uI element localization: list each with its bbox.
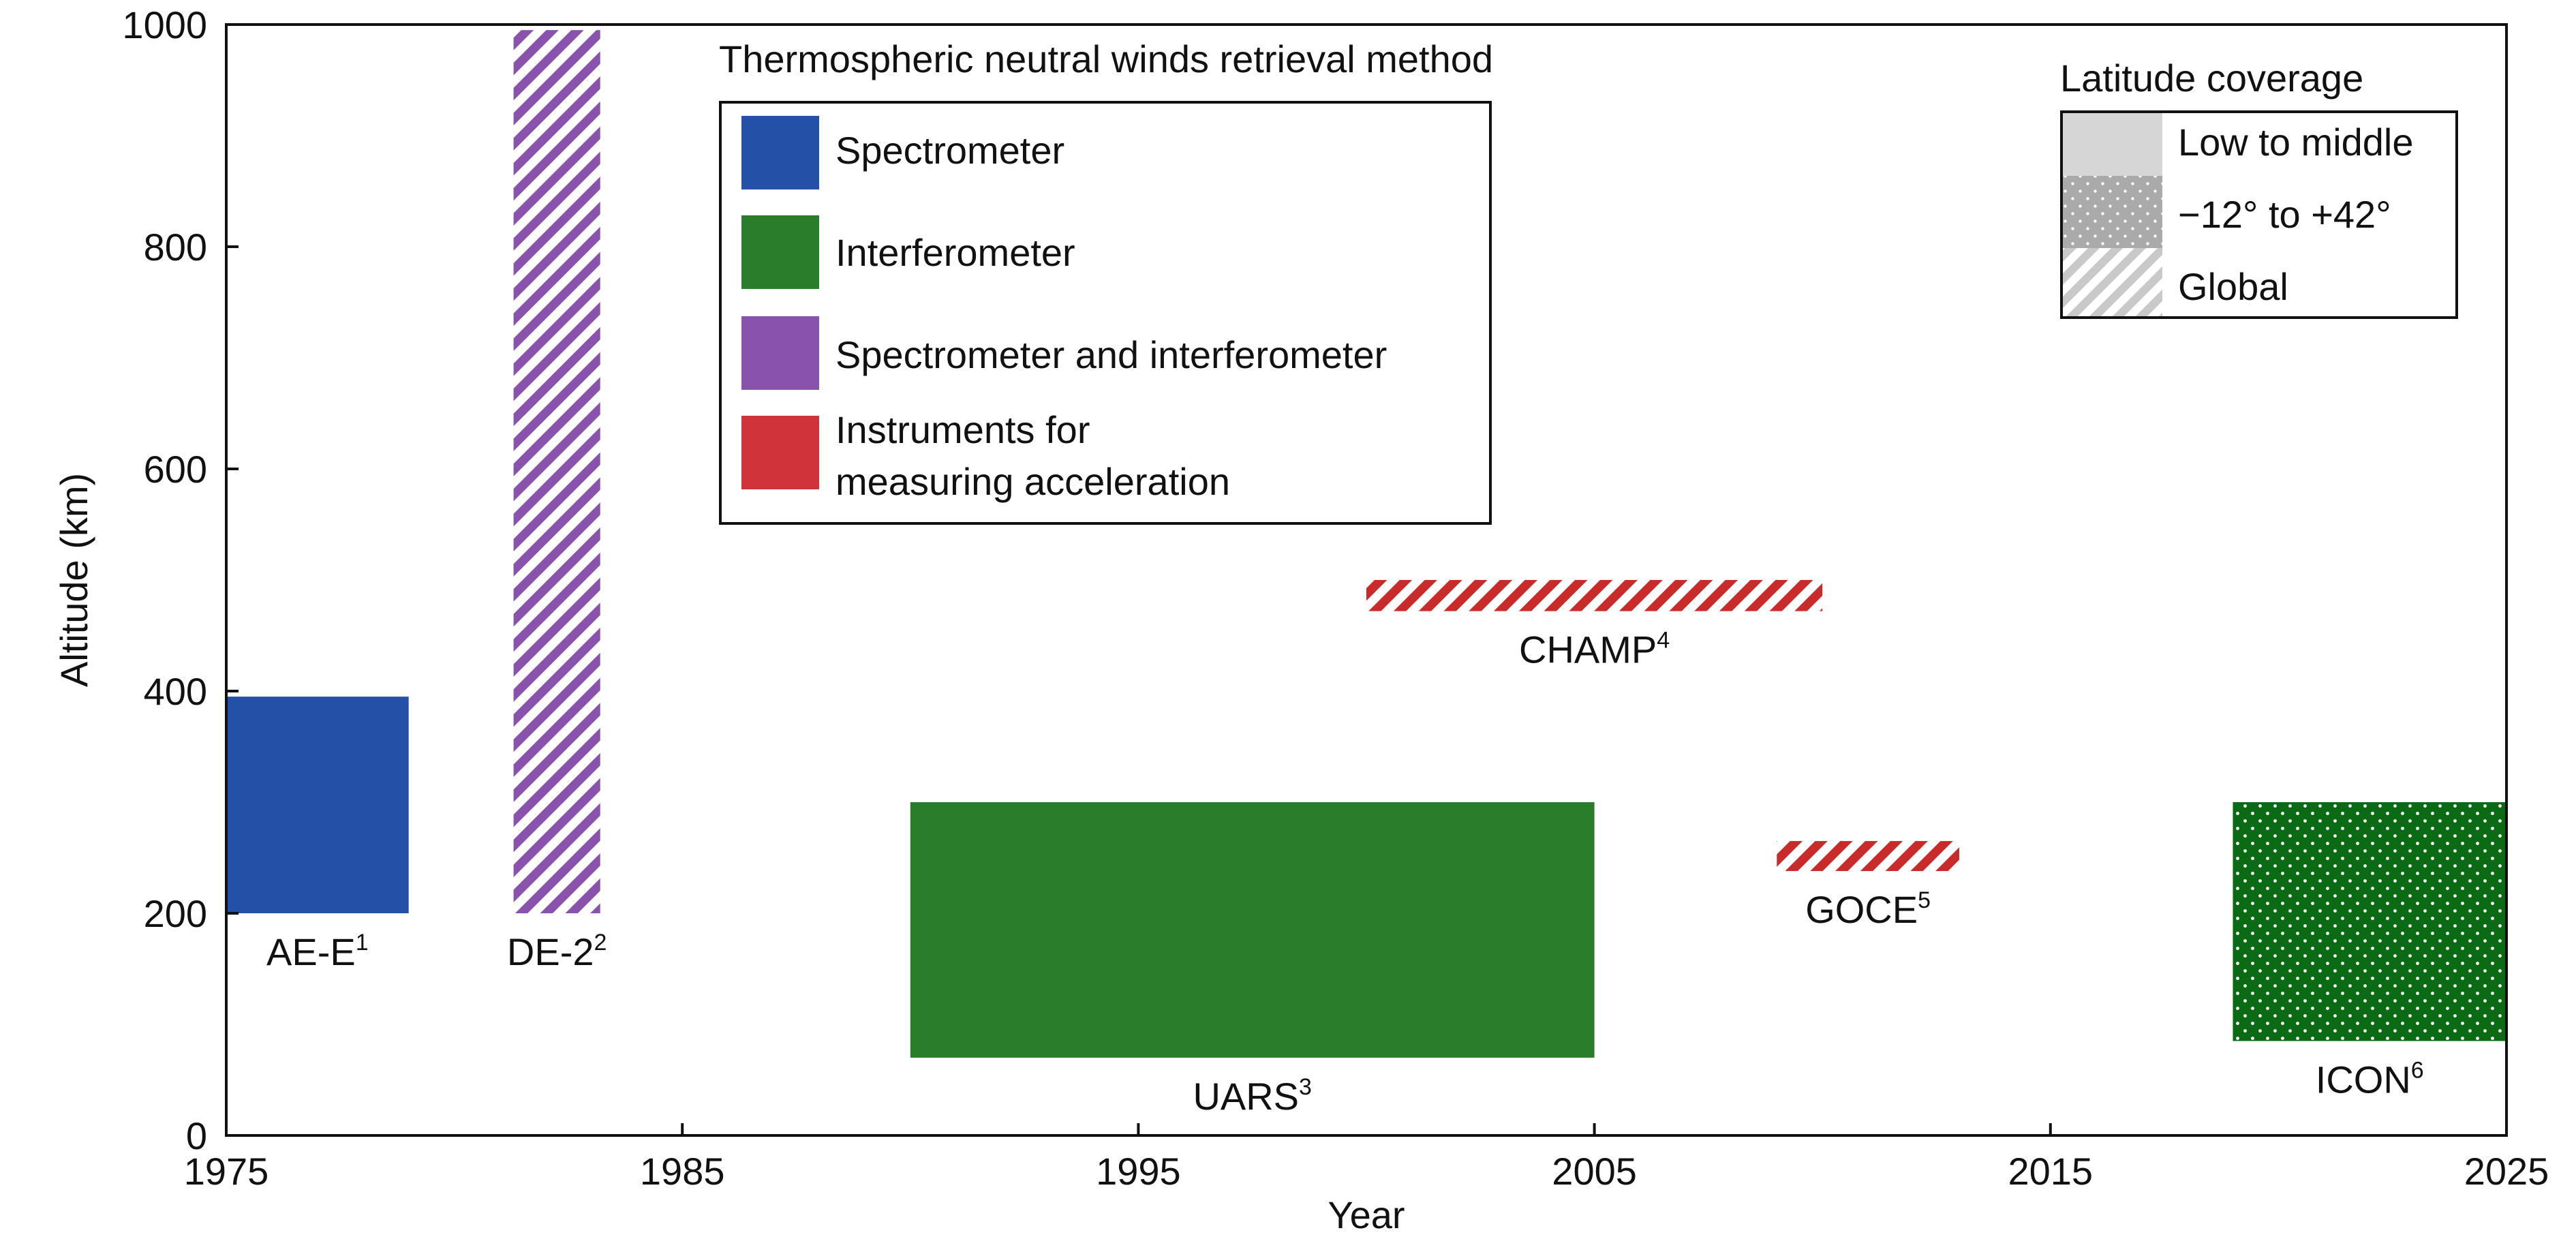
method-label-interferometer: Interferometer [835,231,1075,274]
bar-label-goce: GOCE5 [1805,887,1931,931]
coverage-label-latitude-band: −12° to +42° [2178,193,2391,236]
method-swatch-spectrometer-interferometer [741,316,819,390]
method-label-spectrometer-interferometer: Spectrometer and interferometer [835,333,1387,376]
y-tick-label-800: 800 [144,226,207,269]
y-axis-label: Altitude (km) [52,473,95,687]
coverage-swatch-global [2063,248,2162,316]
x-tick-label-2015: 2015 [2008,1150,2094,1193]
y-tick-label-1000: 1000 [122,3,207,46]
method-legend-frame [719,101,1492,525]
bar-label-ae-e: AE-E1 [266,930,369,973]
bar-label-de-2: DE-22 [507,930,607,973]
bar-label-uars: UARS3 [1193,1074,1312,1118]
bar-uars [910,802,1595,1058]
method-swatch-acceleration [741,416,819,489]
coverage-legend: Low to middle −12° to +42° Global [2060,110,2458,319]
x-axis-label: Year [1328,1193,1405,1236]
method-legend-title: Thermospheric neutral winds retrieval me… [719,37,1493,80]
y-tick-label-200: 200 [144,892,207,935]
y-tick-label-400: 400 [144,670,207,713]
method-swatch-interferometer [741,215,819,289]
bar-ae-e [226,697,409,913]
y-axis: 0 200 400 600 800 1000 [122,3,239,1157]
plot-frame [225,23,2508,1137]
method-label-acceleration-line1: Instruments for [835,408,1090,451]
method-label-acceleration-line2: measuring acceleration [835,460,1230,503]
mission-bars [226,30,2506,1058]
x-tick-label-1975: 1975 [184,1150,269,1193]
mission-labels: AE-E1 DE-22 UARS3 CHAMP4 GOCE5 ICON6 [266,628,2424,1118]
coverage-swatch-latitude-band [2063,176,2162,248]
x-tick-label-2025: 2025 [2464,1150,2549,1193]
coverage-legend-title: Latitude coverage [2060,57,2363,100]
method-legend: Spectrometer Interferometer Spectrometer… [719,101,1492,525]
x-tick-label-2005: 2005 [1552,1150,1637,1193]
y-tick-label-600: 600 [144,448,207,491]
x-tick-label-1995: 1995 [1096,1150,1181,1193]
bar-champ [1366,580,1823,611]
bar-de-2 [513,30,600,913]
method-swatch-spectrometer [741,116,819,189]
coverage-label-low-to-middle: Low to middle [2178,121,2414,164]
x-axis: 1975 1985 1995 2005 2015 2025 [184,1123,2549,1193]
coverage-swatch-low-to-middle [2063,113,2162,176]
bar-label-icon: ICON6 [2316,1057,2424,1101]
bar-icon [2233,802,2506,1041]
bar-label-champ: CHAMP4 [1519,628,1670,671]
bar-goce [1777,841,1959,872]
y-tick-label-0: 0 [186,1114,207,1157]
x-tick-label-1985: 1985 [640,1150,725,1193]
method-label-spectrometer: Spectrometer [835,129,1064,172]
coverage-label-global: Global [2178,265,2288,308]
